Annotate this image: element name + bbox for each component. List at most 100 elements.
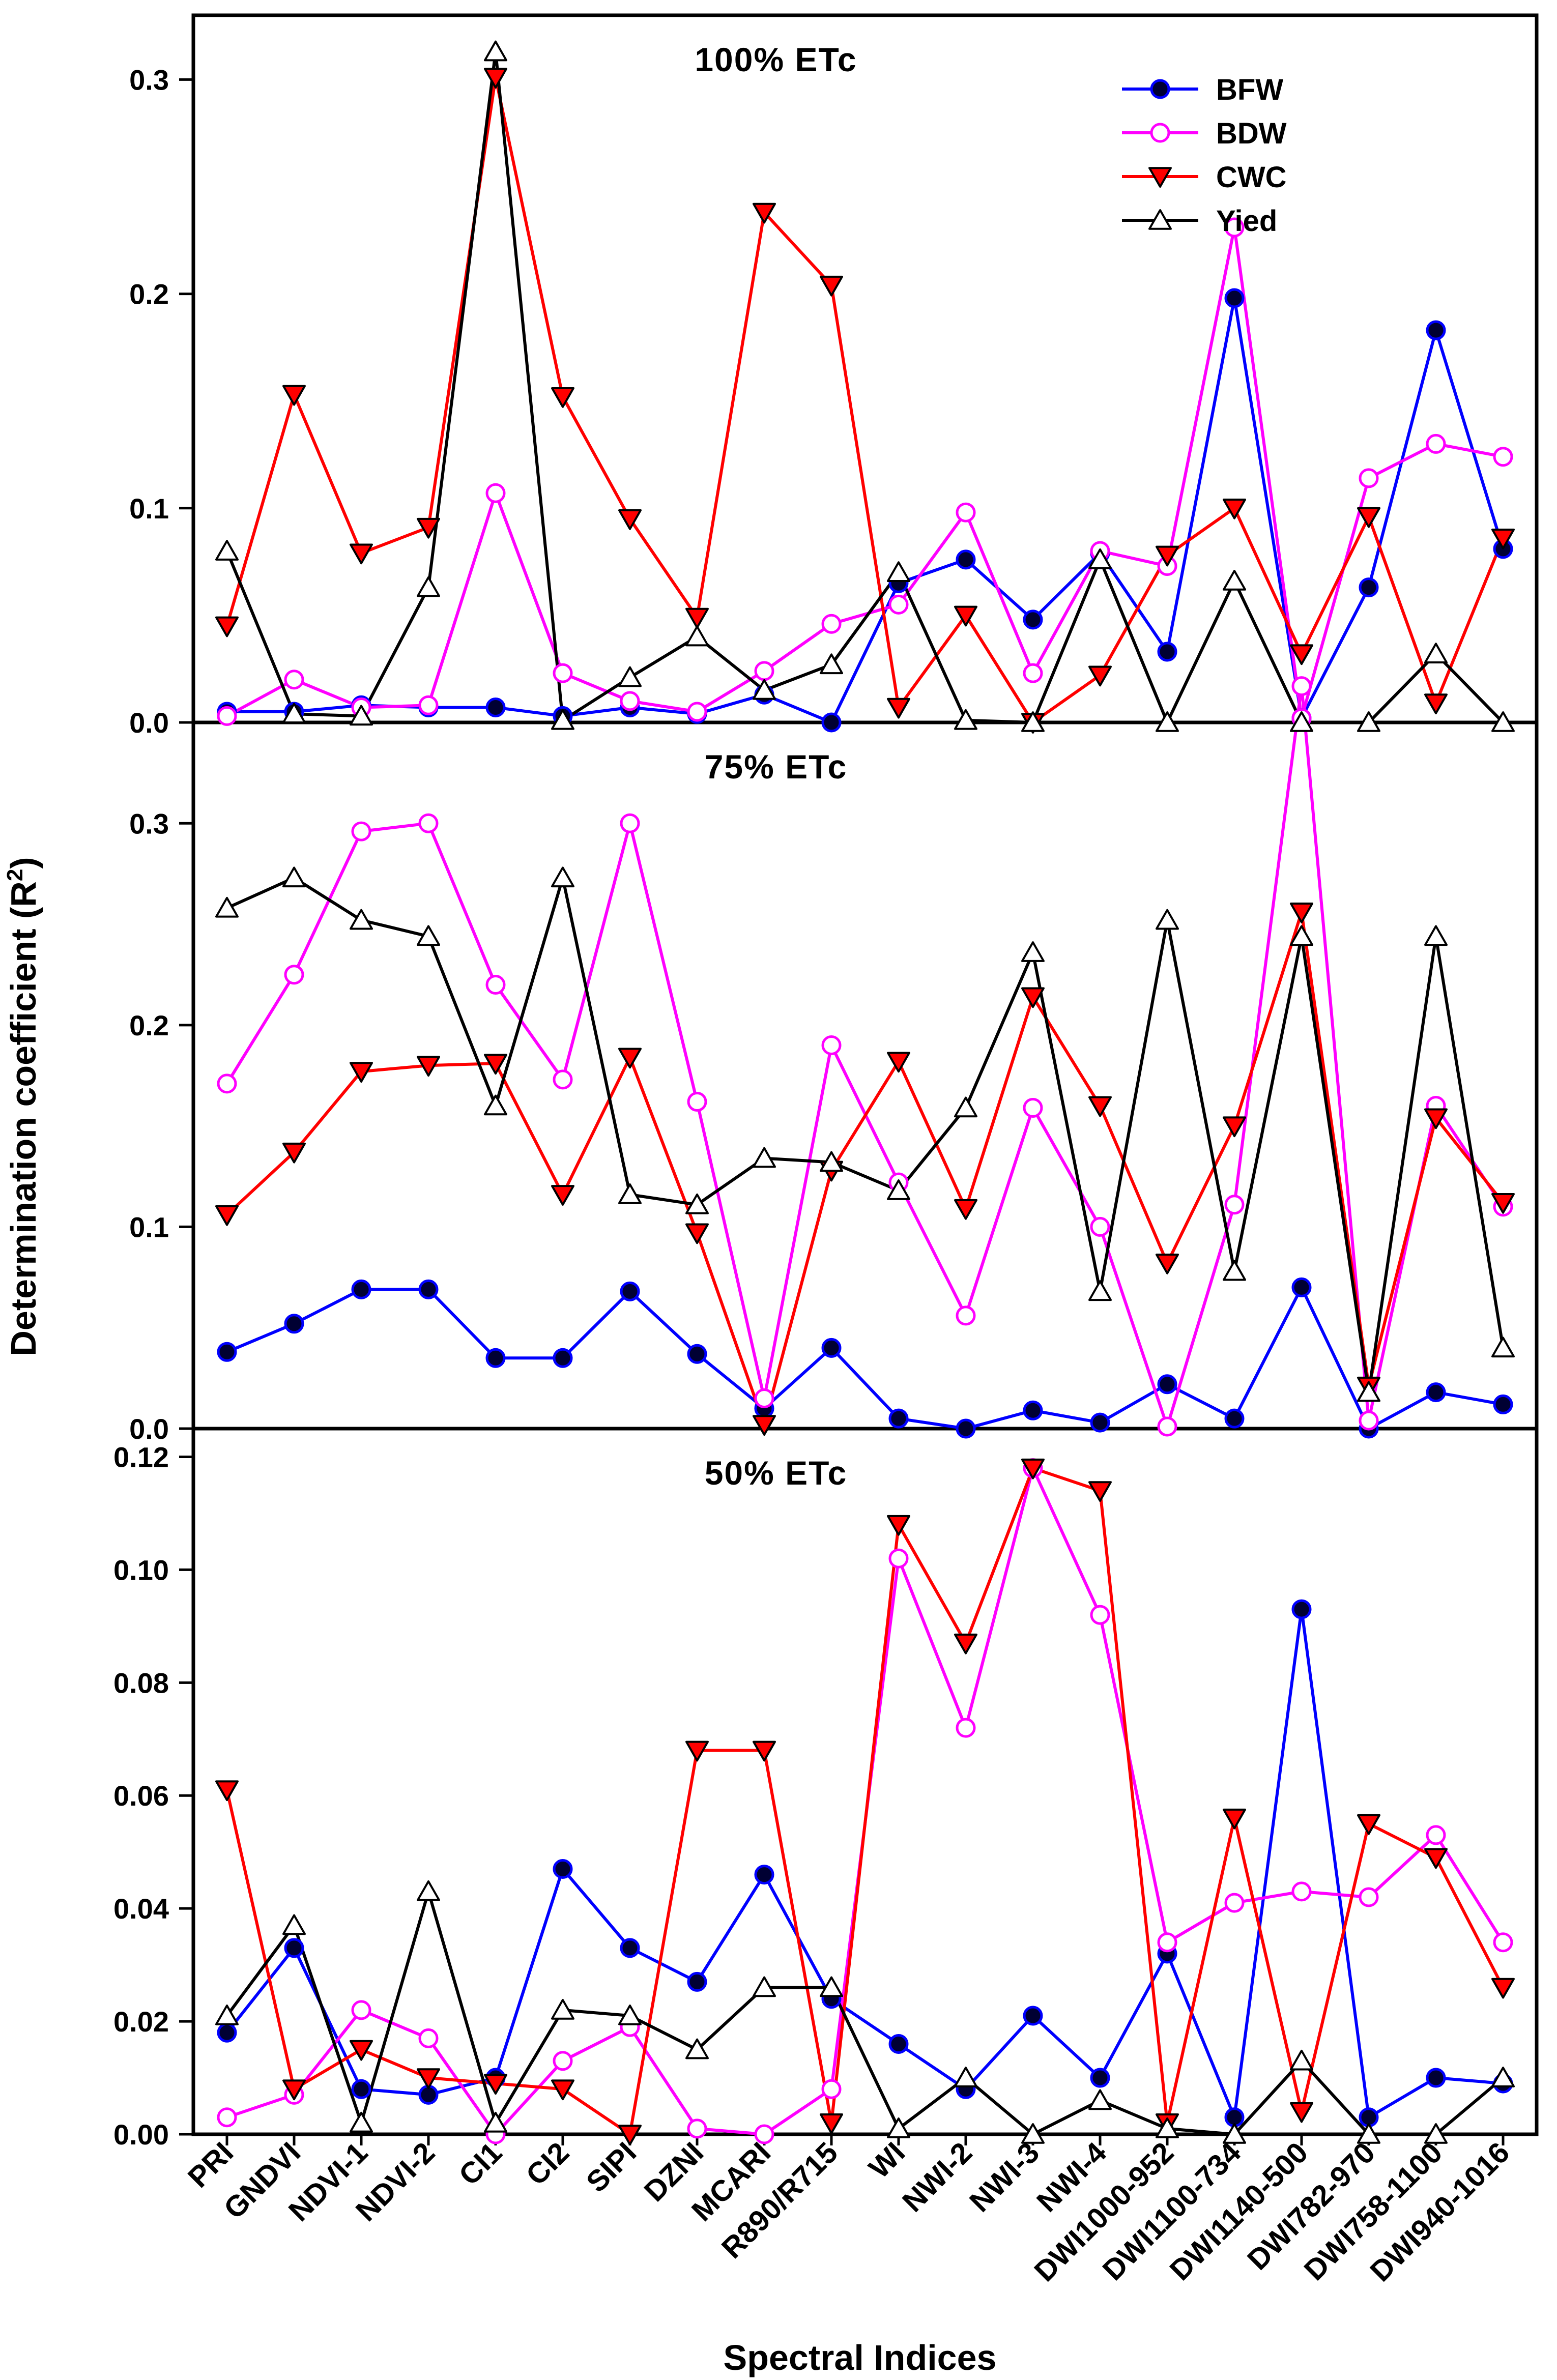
x-tick-label-nwi-2: NWI-2: [896, 2136, 978, 2218]
panel-3-y-tick-label: 0.12: [113, 1441, 169, 1473]
panel-1-yied-point-dwi1000-952: [1156, 711, 1179, 732]
panel-1-cwc-point-ci1: [484, 68, 507, 89]
panel-1-y-tick-label: 0.3: [129, 64, 169, 96]
panel-1-cwc-point-dwi758-1100: [1424, 693, 1448, 715]
legend-yied-label: Yied: [1216, 205, 1277, 238]
panel-3-yied-point-sipi: [618, 2005, 642, 2025]
panel-1-yied-point-sipi: [618, 666, 642, 687]
panel-2-yied-point-r890-r715: [820, 1151, 843, 1172]
panel-3-bfw-point-nwi-4: [1090, 2068, 1110, 2088]
panel-2-yied-point-mcari: [753, 1147, 776, 1168]
panel-2-bfw-point-r890-r715: [821, 1338, 842, 1358]
legend-bdw-label: BDW: [1216, 117, 1287, 150]
panel-2-cwc-point-nwi-4: [1088, 1096, 1112, 1117]
panel-3-bdw-point-ndvi-2: [418, 2028, 439, 2048]
panel-3-yied-point-dzni: [685, 2038, 709, 2059]
panel-3-bdw-point-pri: [217, 2107, 237, 2128]
panel-2-bfw-point-ci2: [553, 1348, 573, 1368]
panel-2-yied-point-dzni: [685, 1193, 709, 1214]
panel-1-yied-point-wi: [887, 561, 910, 582]
panel-2-bfw-point-dzni: [687, 1344, 707, 1364]
panel-2-bdw-point-ndvi-2: [418, 813, 439, 833]
panel-2-cwc-point-gndvi: [282, 1142, 306, 1164]
panel-1-cwc-point-gndvi: [282, 385, 306, 406]
panel-3-yied-point-dwi782-970: [1357, 2123, 1380, 2144]
panel-3-bfw-point-dwi1140-500: [1291, 1599, 1312, 1619]
panel-1-y-tick-label: 0.2: [129, 278, 169, 310]
panel-2-yied-point-dwi940-1016: [1491, 1337, 1515, 1358]
panel-2-title: 75% ETc: [705, 748, 848, 786]
x-tick-label-wi: WI: [862, 2136, 911, 2185]
panel-1-bfw-point-r890-r715: [821, 712, 842, 733]
panel-2-bfw-point-gndvi: [284, 1314, 304, 1334]
legend-cwc-label: CWC: [1216, 161, 1287, 194]
panel-1-bdw-line: [226, 226, 1504, 720]
panel-3-cwc-point-wi: [887, 1515, 910, 1536]
panel-3-bdw-line: [226, 1466, 1505, 2136]
panel-2-yied-point-dwi1100-734: [1223, 1260, 1246, 1281]
panel-2-cwc-point-ci1: [484, 1054, 507, 1075]
series-layer: [225, 50, 1505, 2136]
panel-1-cwc-point-ndvi-2: [417, 517, 440, 539]
panel-2-bfw-point-pri: [217, 1342, 237, 1362]
panel-3-cwc-point-ci2: [551, 2079, 574, 2101]
panel-1-cwc-point-dwi1140-500: [1290, 644, 1313, 665]
panel-3-yied-point-nwi-2: [954, 2067, 977, 2087]
panel-1-cwc-point-dwi940-1016: [1491, 528, 1515, 549]
panel-3-yied-point-dwi758-1100: [1424, 2123, 1448, 2144]
panel-2-yied-line: [226, 876, 1505, 1394]
panel-3-yied-point-r890-r715: [820, 1976, 843, 1997]
panel-1-yied-point-ci2: [551, 709, 574, 730]
panel-2-yied-point-dwi1000-952: [1156, 909, 1179, 930]
panel-1-bfw-point-dwi758-1100: [1426, 320, 1446, 340]
panel-3-yied-point-nwi-3: [1021, 2123, 1045, 2144]
panel-2-y-tick-label: 0.2: [129, 1009, 169, 1041]
axes-group: 100% ETc 0.0 0.1 0.2 0.3 75% ETc 0.0 0.1 0.2 0.3 5…: [113, 41, 1516, 2288]
panel-1-yied-point-mcari: [753, 679, 776, 700]
panel-2-bdw-point-nwi-4: [1090, 1216, 1110, 1237]
panel-3-bdw-point-nwi-2: [956, 1718, 976, 1738]
panel-3-yied-point-ci2: [551, 1998, 574, 2020]
panel-3-cwc-point-ci1: [484, 2074, 507, 2095]
panel-1-yied-point-nwi-2: [954, 709, 977, 730]
panel-3-cwc-point-sipi: [618, 2125, 642, 2145]
panel-1-yied-point-nwi-4: [1088, 548, 1112, 569]
panel-1-yied-point-dwi1140-500: [1290, 711, 1313, 732]
y-axis-title-superscript: 2: [3, 869, 27, 881]
panel-1-bfw-point-dwi1000-952: [1157, 642, 1177, 662]
panel-2-bdw-point-pri: [217, 1073, 237, 1094]
panel-2-cwc-point-dwi940-1016: [1491, 1193, 1515, 1214]
panel-3-cwc-point-dwi940-1016: [1491, 1978, 1515, 1999]
panel-3-yied-point-dwi940-1016: [1491, 2067, 1515, 2087]
panel-2-cwc-point-ndvi-2: [417, 1056, 440, 1077]
legend-bdw-marker: [1150, 123, 1170, 143]
panel-1-yied-point-dwi758-1100: [1424, 643, 1448, 664]
panel-1-bdw-point-nwi-3: [1023, 663, 1043, 683]
x-tick-label-pri: PRI: [182, 2136, 240, 2194]
panel-1-bfw-point-nwi-2: [956, 549, 976, 570]
panel-2-bdw-point-nwi-3: [1023, 1097, 1043, 1118]
panel-3-cwc-point-nwi-3: [1021, 1458, 1045, 1479]
panel-1-bdw-point-mcari: [754, 661, 774, 681]
panel-1-bdw-point-gndvi: [284, 670, 304, 690]
panel-1-cwc-point-dzni: [685, 607, 709, 629]
panel-3-yied-point-dwi1100-734: [1223, 2123, 1246, 2144]
panel-3-cwc-line: [225, 1466, 1505, 2136]
panel-2-bdw-point-r890-r715: [821, 1035, 842, 1056]
panel-2-bdw-point-mcari: [754, 1388, 774, 1409]
panel-1-bdw-point-pri: [217, 706, 237, 726]
panel-1-bdw-point-dwi758-1100: [1426, 433, 1446, 454]
panel-2-cwc-point-mcari: [753, 1415, 776, 1436]
panel-2-bfw-point-nwi-2: [956, 1418, 976, 1439]
panel-3-bdw-point-dwi1140-500: [1291, 1881, 1312, 1902]
panel-2-bdw-point-gndvi: [284, 965, 304, 985]
panel-1-cwc-point-dwi1100-734: [1223, 498, 1246, 519]
panel-1-yied-point-gndvi: [282, 703, 306, 723]
panel-3-bfw-point-ci2: [553, 1859, 573, 1879]
panel-3-yied-point-dwi1140-500: [1290, 2049, 1313, 2071]
panel-3-cwc-point-dwi1100-734: [1223, 1808, 1246, 1830]
panel-3-bfw-point-mcari: [754, 1865, 774, 1885]
panel-1-cwc-point-sipi: [618, 509, 642, 530]
panel-2-yied-point-dwi1140-500: [1290, 925, 1313, 946]
panel-2-cwc-point-ndvi-1: [350, 1062, 373, 1083]
